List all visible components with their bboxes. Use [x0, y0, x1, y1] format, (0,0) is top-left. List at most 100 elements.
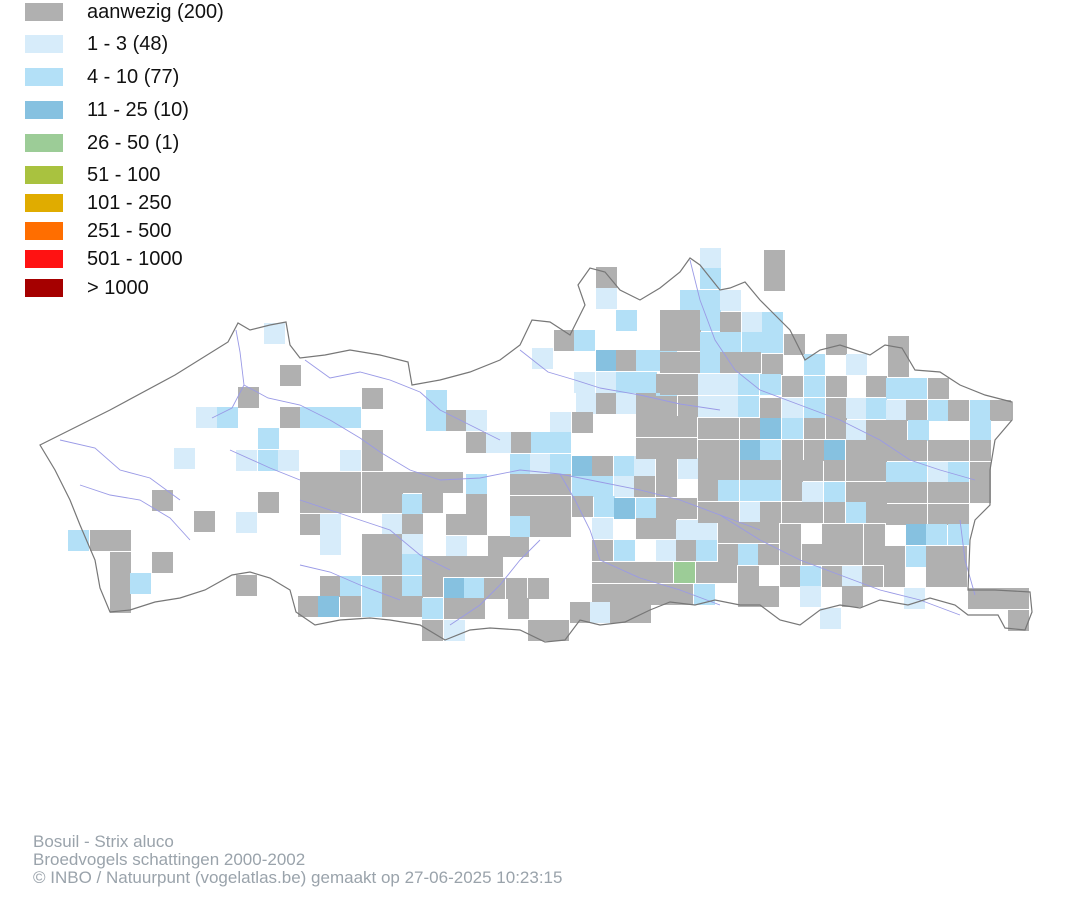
grid-cell — [382, 534, 403, 555]
grid-cell — [550, 432, 571, 453]
grid-cell — [402, 534, 423, 555]
grid-cell — [382, 472, 403, 493]
grid-cell — [698, 418, 719, 439]
grid-cell — [866, 440, 887, 461]
grid-cell — [680, 290, 701, 311]
grid-cell — [906, 482, 927, 503]
grid-cell — [590, 602, 611, 623]
grid-cell — [300, 472, 321, 493]
grid-cell — [804, 418, 825, 439]
grid-cell — [530, 454, 551, 475]
grid-cell — [866, 482, 887, 503]
grid-cell — [780, 544, 801, 565]
grid-cell — [320, 534, 341, 555]
grid-cell — [802, 482, 823, 503]
grid-cell — [572, 412, 593, 433]
grid-cell — [298, 596, 319, 617]
grid-cell — [382, 492, 403, 513]
grid-cell — [804, 398, 825, 419]
grid-cell — [674, 562, 695, 583]
grid-cell — [592, 584, 613, 605]
grid-cell — [488, 536, 509, 557]
grid-cell — [362, 430, 383, 451]
grid-cell — [802, 460, 823, 481]
grid-cell — [656, 396, 677, 417]
grid-cell — [886, 462, 907, 483]
grid-cell — [572, 456, 593, 477]
grid-cell — [886, 400, 907, 421]
grid-cell — [362, 472, 383, 493]
copyright-line: © INBO / Natuurpunt (vogelatlas.be) gema… — [33, 868, 563, 887]
grid-cell — [426, 410, 447, 431]
grid-cell — [422, 598, 443, 619]
distribution-map — [39, 248, 1033, 643]
map-legend: aanwezig (200) 1 - 3 (48) 4 - 10 (77) 11… — [25, 0, 325, 305]
grid-cell — [760, 374, 781, 395]
grid-cell — [718, 460, 739, 481]
grid-cell — [300, 407, 321, 428]
grid-cell — [362, 596, 383, 617]
grid-cell — [636, 350, 657, 371]
grid-cell — [612, 584, 633, 605]
grid-cell — [510, 496, 531, 517]
grid-cell — [782, 480, 803, 501]
grid-cell — [402, 576, 423, 597]
grid-cell — [700, 332, 721, 353]
grid-cell — [698, 440, 719, 461]
grid-cell — [700, 352, 721, 373]
grid-cell — [616, 372, 637, 393]
grid-cell — [362, 450, 383, 471]
grid-cell — [362, 492, 383, 513]
legend-label-26-50: 26 - 50 (1) — [87, 131, 180, 154]
grid-cell — [217, 407, 238, 428]
grid-cell — [762, 312, 783, 333]
grid-cell — [700, 290, 721, 311]
grid-cell — [422, 576, 443, 597]
grid-cell — [528, 620, 549, 641]
grid-cell — [866, 502, 887, 523]
legend-item-501-1000: 501 - 1000 — [25, 248, 183, 270]
grid-cell — [656, 438, 677, 459]
grid-cell — [782, 418, 803, 439]
grid-cell — [782, 502, 803, 523]
grid-cell — [530, 516, 551, 537]
grid-cell — [846, 398, 867, 419]
grid-cell — [864, 524, 885, 545]
grid-cell — [718, 374, 739, 395]
grid-cell — [990, 400, 1011, 421]
grid-cell — [740, 418, 761, 439]
grid-cell — [320, 576, 341, 597]
grid-cell — [656, 540, 677, 561]
map-credits: Bosuil - Strix aluco Broedvogels schatti… — [33, 833, 562, 887]
grid-cell — [886, 504, 907, 525]
grid-cell — [340, 596, 361, 617]
legend-label-251-500: 251 - 500 — [87, 219, 172, 242]
grid-cell — [318, 596, 339, 617]
grid-cell — [698, 480, 719, 501]
grid-cell — [822, 566, 843, 587]
grid-cell — [802, 544, 823, 565]
grid-cell — [110, 552, 131, 573]
grid-cell — [572, 496, 593, 517]
grid-cell — [676, 498, 697, 519]
legend-label-51-100: 51 - 100 — [87, 163, 161, 186]
legend-label-101-250: 101 - 250 — [87, 191, 172, 214]
grid-cell — [948, 524, 969, 545]
grid-cell — [596, 288, 617, 309]
grid-cell — [698, 396, 719, 417]
legend-swatch-251-500 — [25, 222, 63, 240]
grid-cell — [908, 420, 929, 441]
grid-cell — [656, 498, 677, 519]
grid-cell — [970, 440, 991, 461]
grid-cell — [764, 270, 785, 291]
grid-cell — [636, 438, 657, 459]
grid-cell — [616, 350, 637, 371]
grid-cell — [804, 376, 825, 397]
grid-cell — [634, 456, 655, 477]
legend-item-101-250: 101 - 250 — [25, 192, 172, 214]
grid-cell — [508, 598, 529, 619]
grid-cell — [466, 474, 487, 495]
grid-cell — [678, 396, 699, 417]
grid-cell — [610, 602, 631, 623]
grid-cell — [444, 578, 465, 599]
